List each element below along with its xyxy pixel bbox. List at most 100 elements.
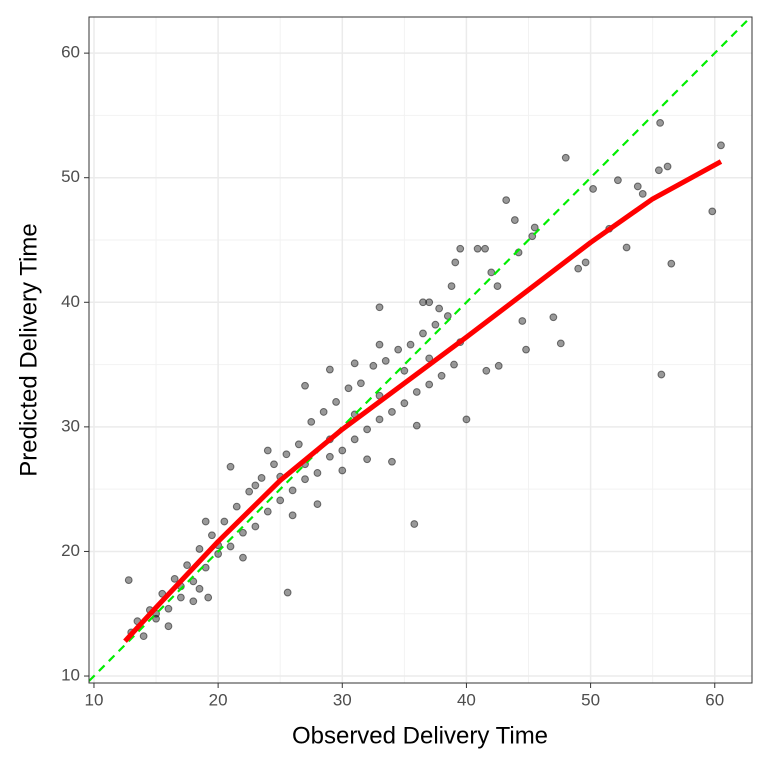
point	[487, 268, 496, 277]
y-axis-title: Predicted Delivery Time	[15, 223, 42, 476]
point	[276, 496, 285, 505]
point	[412, 388, 421, 396]
point	[251, 481, 260, 490]
point	[189, 597, 198, 606]
point	[208, 531, 216, 540]
y-tick-label: 30	[61, 416, 80, 435]
point	[437, 371, 446, 380]
point	[425, 380, 434, 389]
point	[139, 632, 148, 641]
point	[263, 446, 272, 455]
x-tick-label: 50	[581, 690, 600, 709]
point	[363, 455, 372, 464]
point	[549, 313, 558, 322]
point	[654, 166, 663, 175]
point	[431, 320, 440, 329]
point	[518, 317, 527, 325]
point	[556, 339, 565, 348]
point	[510, 216, 519, 224]
y-tick-label: 50	[61, 167, 80, 186]
point	[633, 182, 642, 191]
point	[195, 545, 204, 553]
point	[124, 576, 133, 584]
point	[589, 185, 597, 193]
point	[232, 502, 241, 511]
point	[494, 361, 503, 370]
point	[183, 561, 191, 570]
point	[251, 522, 260, 531]
point	[170, 574, 179, 583]
point	[294, 440, 303, 449]
point	[301, 475, 309, 484]
point	[270, 460, 278, 469]
point	[263, 507, 272, 516]
reference-line	[89, 17, 752, 682]
point	[164, 604, 173, 613]
point	[239, 553, 247, 562]
point	[482, 366, 491, 375]
point	[325, 365, 334, 374]
point	[443, 312, 452, 320]
point	[313, 469, 322, 477]
point	[239, 528, 247, 537]
point	[152, 614, 160, 623]
point	[622, 243, 631, 252]
smooth-line	[123, 159, 723, 643]
point	[319, 408, 328, 416]
point	[176, 593, 185, 602]
plot-area	[89, 17, 752, 682]
x-tick-label: 60	[705, 690, 724, 709]
point	[419, 329, 427, 338]
point	[667, 259, 676, 268]
point	[717, 141, 725, 150]
y-tick-label: 60	[61, 43, 80, 62]
point	[388, 457, 396, 466]
point	[638, 190, 647, 198]
point	[338, 446, 347, 455]
point	[350, 359, 359, 368]
point	[473, 244, 482, 253]
point	[204, 593, 213, 602]
point	[574, 264, 583, 273]
point	[493, 282, 502, 290]
point	[375, 340, 384, 349]
point	[350, 435, 359, 444]
point	[283, 588, 292, 597]
point	[400, 366, 409, 375]
point	[344, 384, 353, 393]
point	[357, 379, 365, 388]
point	[220, 517, 229, 526]
point	[708, 207, 717, 216]
point	[332, 398, 340, 406]
point	[456, 244, 465, 253]
point	[412, 421, 421, 430]
point	[363, 425, 372, 434]
point	[530, 223, 539, 232]
point	[450, 360, 458, 369]
point	[164, 622, 173, 631]
point	[502, 196, 511, 205]
point	[614, 176, 622, 185]
point	[282, 450, 291, 459]
point	[447, 282, 456, 290]
point	[226, 462, 235, 471]
point	[657, 370, 666, 379]
point	[189, 577, 198, 586]
point	[375, 415, 384, 424]
point	[406, 340, 415, 349]
point	[257, 474, 266, 482]
point	[425, 298, 434, 307]
point	[201, 517, 210, 526]
point	[394, 345, 403, 354]
point	[656, 118, 665, 127]
x-tick-label: 30	[333, 690, 352, 709]
point	[369, 361, 378, 370]
point	[410, 520, 419, 528]
point	[338, 466, 347, 475]
y-tick-label: 20	[61, 541, 80, 560]
y-tick-label: 40	[61, 292, 80, 311]
point	[375, 303, 384, 312]
point	[301, 381, 309, 390]
point	[561, 153, 570, 162]
